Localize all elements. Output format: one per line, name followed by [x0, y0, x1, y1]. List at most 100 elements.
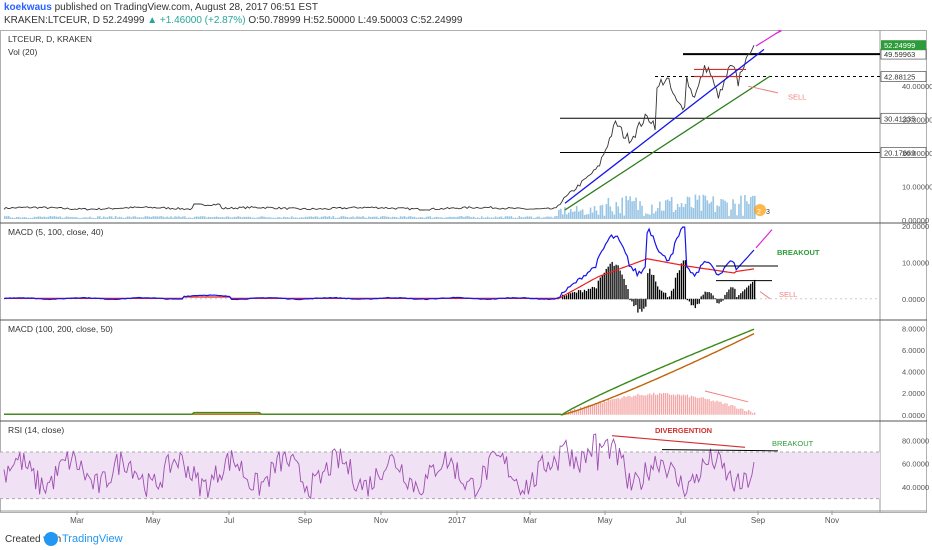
chart-canvas[interactable]: Mar May Jul Sep Nov 2017 Mar May Jul Sep Nov 49.599… [0, 30, 932, 528]
macd2-histogram-bar [708, 399, 710, 415]
volume-bar [326, 216, 329, 219]
green-trendline [564, 75, 771, 211]
volume-bar [411, 216, 414, 219]
time-tick-label: Mar [70, 516, 84, 525]
volume-bar [23, 217, 26, 219]
volume-bar [435, 216, 437, 219]
macd-histogram-bar [581, 292, 584, 300]
macd-histogram-bar [651, 274, 653, 300]
tradingview-brand[interactable]: TradingView [62, 533, 123, 545]
macd2-histogram-bar [692, 396, 694, 415]
macd2-histogram-bar [653, 392, 655, 415]
volume-bar [89, 216, 91, 219]
volume-bar [193, 216, 196, 219]
volume-bar [546, 216, 548, 219]
macd-histogram-bar [736, 296, 738, 300]
volume-bar [484, 217, 487, 219]
macd-histogram-bar [726, 292, 728, 300]
sell-arrow [747, 85, 779, 94]
macd-sell-annotation: SELL [779, 290, 797, 299]
volume-bar [142, 217, 145, 219]
volume-bar [556, 216, 558, 219]
volume-bar [362, 216, 364, 219]
volume-bar [478, 217, 481, 219]
volume-bar [108, 216, 111, 219]
author-name[interactable]: koekwaus [4, 2, 52, 13]
volume-bar [81, 217, 83, 219]
volume-bar [752, 195, 754, 219]
macd2-histogram-bar [595, 403, 597, 415]
rsi-breakout-annotation: BREAKOUT [772, 439, 814, 448]
volume-bar [199, 216, 202, 219]
volume-bar [385, 216, 388, 219]
macd2-histogram-bar [698, 398, 700, 415]
volume-bar [259, 216, 261, 219]
volume-bar [670, 197, 673, 219]
macd2-histogram-bar [651, 394, 653, 415]
volume-bar [419, 217, 422, 219]
volume-bar [316, 216, 319, 219]
volume-bar [476, 217, 479, 219]
price-level-label: 42.88125 [884, 73, 915, 82]
macd-histogram-bar [692, 298, 694, 306]
volume-bar [552, 217, 554, 219]
volume-bar [314, 216, 317, 219]
macd2-histogram-bar [617, 398, 619, 415]
volume-bar [504, 216, 507, 219]
volume-bar [257, 217, 259, 219]
volume-bar [191, 217, 194, 219]
volume-bar [114, 216, 117, 219]
volume-bar [736, 215, 738, 219]
macd2-histogram-bar [720, 401, 722, 415]
volume-bar [126, 216, 129, 219]
volume-bar [17, 216, 20, 219]
time-tick-label: Jul [676, 516, 686, 525]
last-price-tag [881, 40, 926, 51]
macd-axis-tick-label: 20.0000 [902, 222, 929, 231]
macd-histogram-bar [754, 279, 756, 300]
volume-bar [69, 217, 71, 219]
volume-bar [144, 216, 147, 219]
macd2-histogram-bar [746, 411, 748, 415]
volume-bar [651, 204, 653, 219]
volume-bar [480, 216, 483, 219]
macd-histogram-bar [732, 287, 734, 300]
macd2-histogram-bar [637, 393, 639, 415]
macd2-histogram-bar [682, 394, 685, 415]
volume-bar [718, 206, 720, 219]
volume-bar [607, 197, 610, 219]
volume-bar [567, 212, 570, 219]
volume-bar [376, 216, 378, 219]
volume-bar [136, 217, 139, 219]
volume-bar [217, 216, 220, 219]
rsi-line [3, 433, 755, 500]
macd-histogram-bar [597, 280, 599, 300]
volume-bar [465, 216, 467, 219]
macd-histogram-bar [744, 289, 746, 300]
volume-bar [180, 217, 182, 219]
macd2-histogram-bar [587, 405, 590, 415]
event-marker-label: 2 [757, 209, 761, 216]
macd-histogram-bar [688, 298, 690, 302]
volume-bar [609, 206, 612, 219]
price-pane-title: LTCEUR, D, KRAKEN [8, 34, 92, 44]
volume-bar [664, 200, 667, 219]
volume-bar [750, 197, 752, 219]
volume-bar [597, 214, 600, 219]
volume-bar [21, 217, 24, 219]
macd-histogram-bar [734, 288, 736, 300]
volume-bar [682, 207, 685, 219]
volume-bar [603, 215, 606, 219]
volume-bar [524, 216, 527, 219]
volume-bar [615, 202, 618, 219]
macd2-histogram-bar [728, 406, 730, 415]
volume-bar [124, 217, 127, 219]
macd-histogram-bar [662, 292, 665, 300]
volume-bar [160, 216, 162, 219]
volume-bar [184, 216, 186, 219]
macd-histogram-bar [645, 298, 647, 307]
volume-bar [629, 196, 631, 219]
volume-bar [548, 216, 550, 219]
macd-histogram-bar [682, 260, 685, 300]
volume-bar [583, 214, 586, 219]
